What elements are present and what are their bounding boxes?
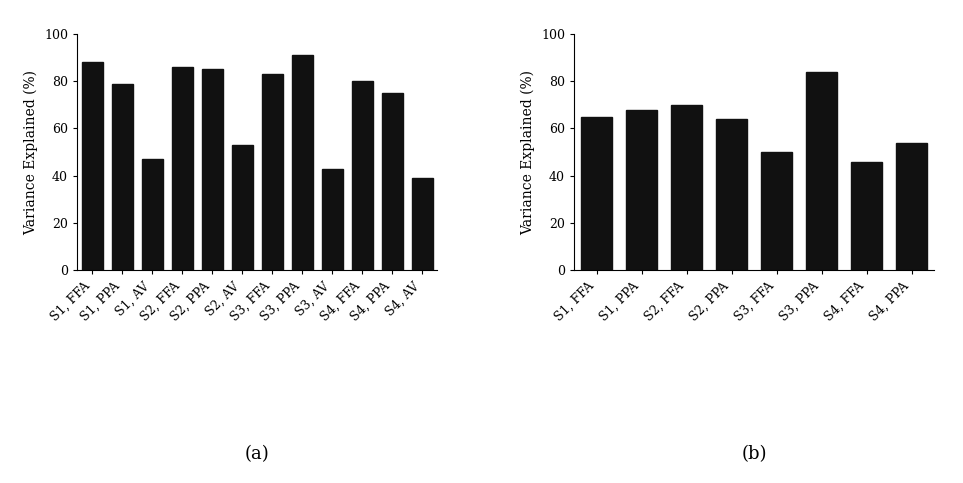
Bar bbox=[82, 62, 102, 270]
Bar bbox=[112, 84, 133, 270]
Bar bbox=[806, 71, 838, 270]
Text: (a): (a) bbox=[245, 445, 270, 463]
Bar bbox=[171, 67, 193, 270]
Bar bbox=[231, 145, 252, 270]
Bar bbox=[381, 93, 403, 270]
Bar bbox=[142, 159, 163, 270]
Bar bbox=[671, 105, 702, 270]
Bar bbox=[201, 70, 222, 270]
Bar bbox=[411, 178, 432, 270]
Bar bbox=[716, 119, 747, 270]
Bar bbox=[761, 152, 793, 270]
Text: (b): (b) bbox=[742, 445, 767, 463]
Y-axis label: Variance Explained (%): Variance Explained (%) bbox=[521, 70, 535, 235]
Bar bbox=[851, 162, 882, 270]
Bar bbox=[292, 55, 313, 270]
Bar bbox=[322, 169, 343, 270]
Bar bbox=[896, 142, 927, 270]
Bar bbox=[581, 116, 612, 270]
Bar bbox=[262, 74, 282, 270]
Y-axis label: Variance Explained (%): Variance Explained (%) bbox=[24, 70, 39, 235]
Bar bbox=[351, 81, 373, 270]
Bar bbox=[626, 110, 658, 270]
